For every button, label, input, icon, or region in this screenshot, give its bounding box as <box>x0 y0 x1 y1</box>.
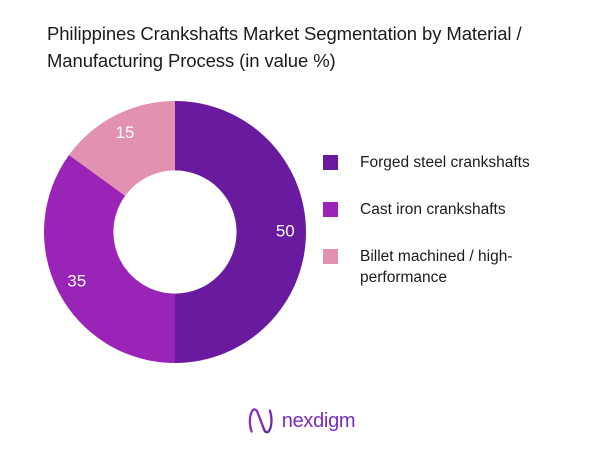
donut-value-labels: 50 35 15 <box>67 123 294 290</box>
legend-color-swatch <box>323 249 338 264</box>
nexdigm-wave-n-icon <box>248 408 273 434</box>
donut-slice[interactable] <box>44 155 175 363</box>
legend-color-swatch <box>323 202 338 217</box>
legend-item-label: Billet machined / high-performance <box>360 248 513 286</box>
legend-item-label: Forged steel crankshafts <box>360 154 530 171</box>
legend-color-swatch <box>323 155 338 170</box>
donut-chart-svg: 50 35 15 <box>44 101 306 363</box>
legend-item[interactable]: Forged steel crankshafts <box>323 152 585 173</box>
legend-item[interactable]: Billet machined / high-performance <box>323 246 585 288</box>
donut-slice-value: 50 <box>276 221 295 240</box>
donut-slice-value: 15 <box>115 123 134 142</box>
brand-wordmark: nexdigm <box>281 410 356 432</box>
footer-brand-logo: nexdigm <box>0 408 602 434</box>
donut-slice-value: 35 <box>67 272 86 291</box>
donut-slice[interactable] <box>175 101 306 363</box>
donut-slices <box>44 101 306 363</box>
legend-item-label: Cast iron crankshafts <box>360 201 506 218</box>
chart-legend: Forged steel crankshafts Cast iron cranks… <box>323 152 585 288</box>
page-title: Philippines Crankshafts Market Segmentat… <box>47 23 522 71</box>
legend-item[interactable]: Cast iron crankshafts <box>323 199 585 220</box>
donut-chart: 50 35 15 <box>44 101 306 363</box>
donut-slice[interactable] <box>69 101 175 196</box>
